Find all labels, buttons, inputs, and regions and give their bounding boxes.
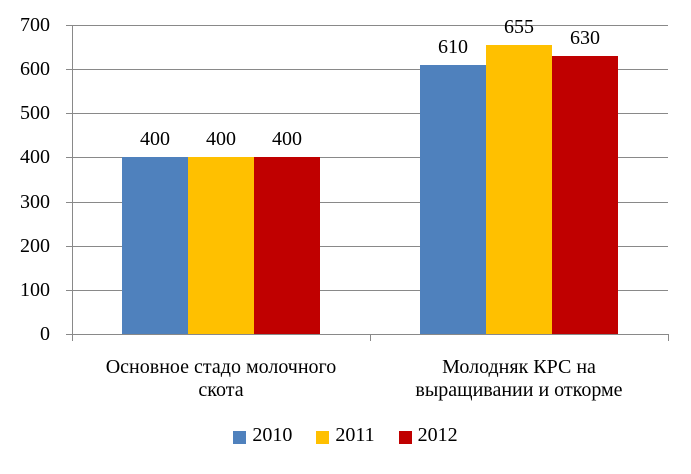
y-axis-tick [66, 157, 72, 158]
y-axis-tick [66, 334, 72, 335]
y-axis-tick [66, 69, 72, 70]
y-axis-label: 700 [20, 14, 50, 36]
bar-2012-cat1 [552, 56, 618, 334]
y-axis-label: 100 [20, 279, 50, 301]
y-axis-label: 500 [20, 102, 50, 124]
gridline [72, 25, 668, 26]
legend-label: 2010 [252, 424, 293, 446]
data-label: 630 [570, 27, 600, 49]
gridline [72, 157, 668, 158]
legend-label: 2012 [417, 424, 458, 446]
y-axis-tick [66, 202, 72, 203]
x-axis-label: Основное стадо молочного скота [105, 356, 337, 401]
data-label: 610 [438, 36, 468, 58]
bar-2012-cat0 [254, 157, 320, 334]
y-axis-tick [66, 246, 72, 247]
bar-2010-cat1 [420, 65, 486, 334]
y-axis-tick [66, 25, 72, 26]
y-axis-label: 300 [20, 191, 50, 213]
legend-item-2010: 2010 [233, 424, 292, 447]
legend-swatch-icon [398, 430, 412, 444]
gridline [72, 113, 668, 114]
gridline [72, 290, 668, 291]
y-axis-label: 200 [20, 235, 50, 257]
y-axis-tick [66, 113, 72, 114]
legend-item-2012: 2012 [398, 424, 458, 447]
legend-swatch-icon [316, 430, 330, 444]
y-axis-tick [66, 290, 72, 291]
y-axis-label: 600 [20, 58, 50, 80]
y-axis-line [72, 25, 73, 341]
legend: 2010 2011 2012 [0, 424, 691, 447]
legend-item-2011: 2011 [316, 424, 375, 447]
data-label: 400 [140, 128, 170, 150]
y-axis-label: 400 [20, 146, 50, 168]
data-label: 655 [504, 16, 534, 38]
legend-swatch-icon [233, 430, 247, 444]
x-axis-tick [72, 334, 73, 341]
bar-2011-cat0 [188, 157, 254, 334]
bar-2010-cat0 [122, 157, 188, 334]
data-label: 400 [206, 128, 236, 150]
gridline [72, 246, 668, 247]
gridline [72, 69, 668, 70]
x-axis-tick [668, 334, 669, 341]
gridline [72, 202, 668, 203]
bar-2011-cat1 [486, 45, 552, 334]
x-axis-tick [370, 334, 371, 341]
legend-label: 2011 [335, 424, 375, 446]
data-label: 400 [272, 128, 302, 150]
y-axis-label: 0 [40, 323, 50, 345]
x-axis-label: Молодняк КРС на выращивании и откорме [415, 356, 623, 401]
